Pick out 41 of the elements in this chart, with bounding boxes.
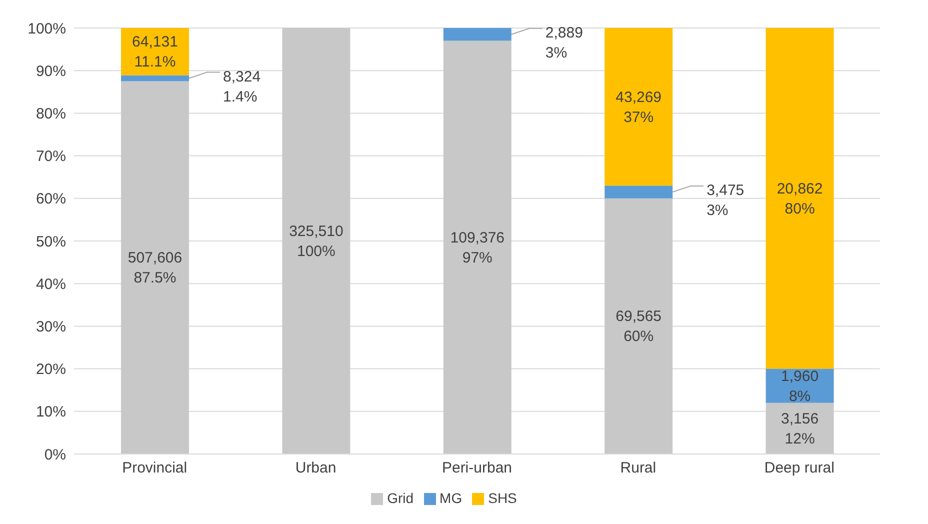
x-tick-label: Provincial: [122, 460, 188, 477]
bar: [604, 198, 673, 454]
y-tick-label: 30%: [36, 318, 66, 336]
bar: [604, 28, 673, 186]
bar: [604, 186, 673, 198]
y-tick-label: 70%: [36, 148, 66, 166]
bar: [443, 28, 512, 41]
y-tick-label: 90%: [36, 62, 66, 80]
legend-label: SHS: [488, 490, 517, 506]
data-label: 20,862 80%: [776, 180, 823, 217]
y-tick-label: 10%: [36, 404, 66, 421]
bar: [282, 28, 350, 454]
x-tick-label: Peri-urban: [442, 460, 512, 477]
data-label: 64,131 11.1%: [132, 33, 178, 70]
legend-label: Grid: [387, 490, 414, 506]
y-tick-label: 60%: [36, 190, 66, 208]
data-label: 2,889 3%: [545, 24, 583, 61]
x-tick-label: Urban: [295, 460, 336, 477]
bar: [766, 402, 834, 454]
y-tick-label: 0%: [44, 446, 66, 464]
data-label: 109,376 97%: [450, 228, 505, 266]
y-tick-label: 20%: [36, 361, 66, 378]
data-label: 8,324 1.4%: [223, 68, 261, 105]
data-label: 1,960 8%: [781, 367, 819, 404]
y-tick-label: 100%: [28, 20, 66, 38]
bar: [121, 81, 189, 454]
data-label: 3,156 12%: [781, 410, 819, 447]
bar: [443, 40, 512, 454]
x-tick-label: Rural: [620, 460, 656, 477]
y-tick-label: 50%: [36, 233, 66, 250]
data-label: 43,269 37%: [616, 88, 662, 126]
y-tick-label: 40%: [36, 276, 66, 293]
y-tick-label: 80%: [36, 106, 66, 123]
data-label: 69,565 60%: [616, 308, 662, 345]
legend-label: MG: [440, 490, 462, 506]
bar: [766, 28, 834, 369]
x-tick-label: Deep rural: [764, 460, 834, 477]
bar: [121, 75, 189, 82]
data-label: 507,606 87.5%: [128, 249, 182, 286]
data-label: 3,475 3%: [706, 182, 744, 219]
data-label: 325,510 100%: [289, 222, 344, 260]
